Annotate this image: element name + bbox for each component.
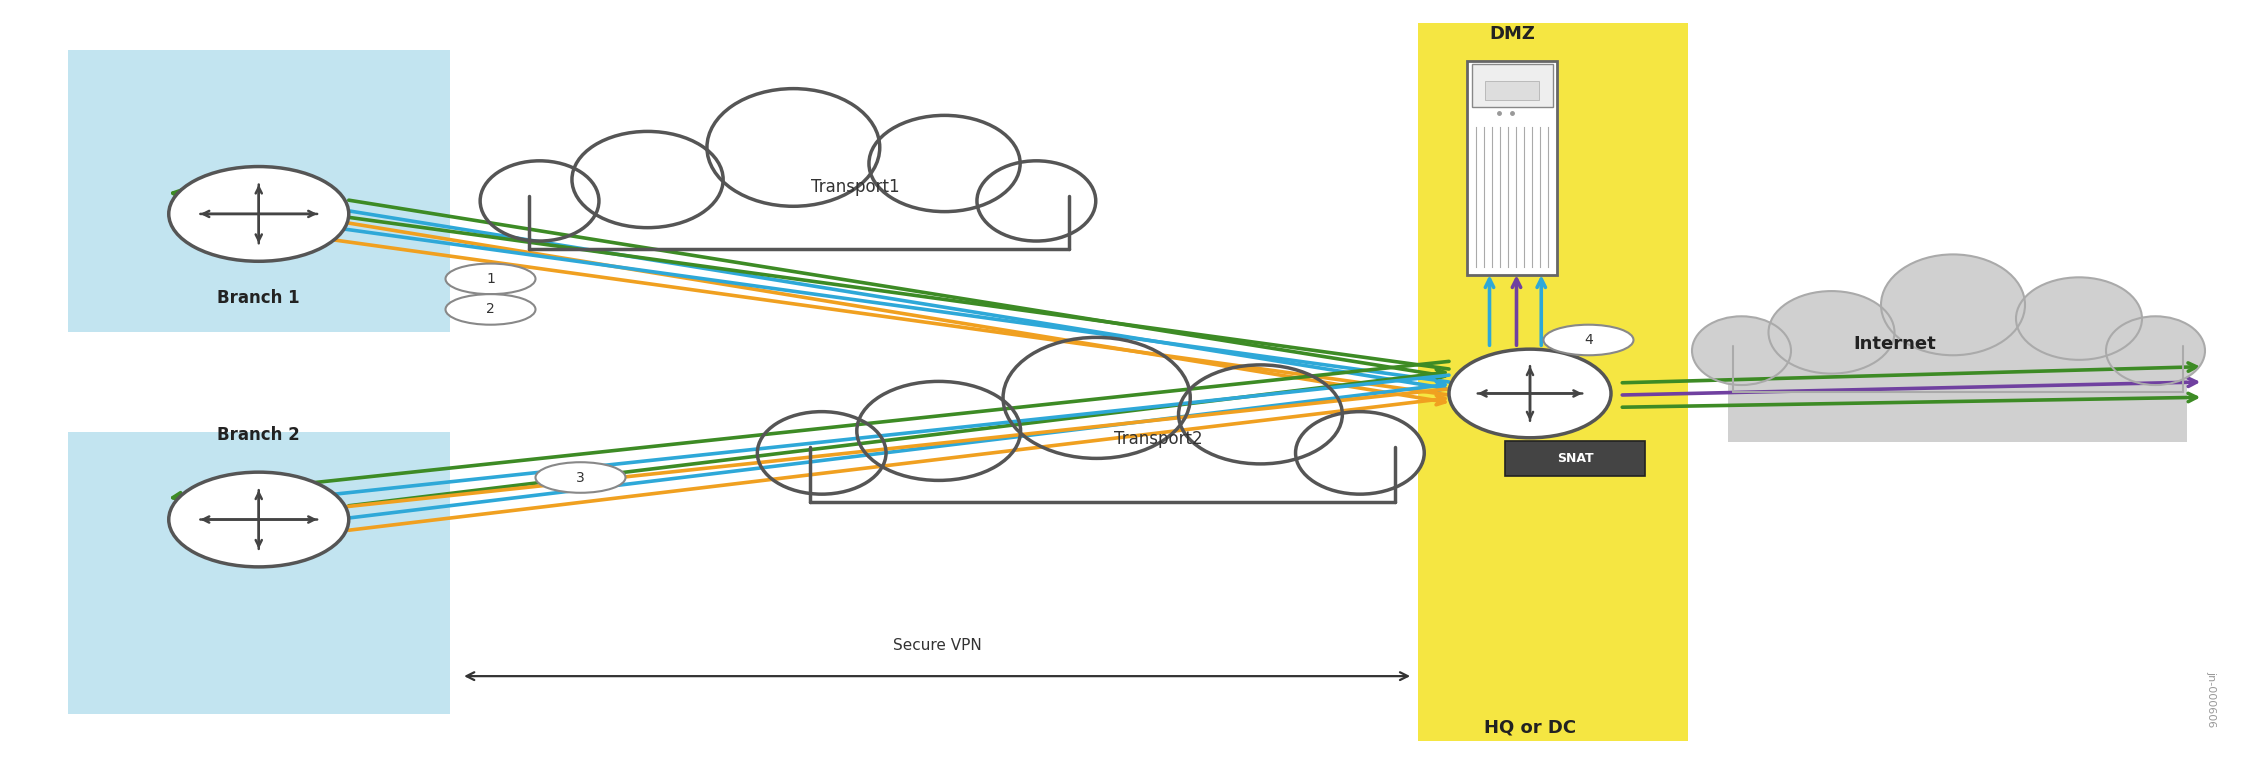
Bar [68, 432, 450, 714]
Ellipse shape [169, 472, 349, 567]
Bar [524, 222, 1073, 308]
Ellipse shape [706, 89, 880, 206]
Circle shape [536, 462, 626, 493]
Ellipse shape [479, 161, 598, 241]
Ellipse shape [976, 161, 1096, 241]
Ellipse shape [1004, 338, 1190, 458]
Ellipse shape [1449, 349, 1611, 438]
Ellipse shape [1881, 254, 2025, 355]
Ellipse shape [857, 381, 1022, 481]
Text: Secure VPN: Secure VPN [893, 638, 981, 653]
Ellipse shape [169, 167, 349, 261]
Bar [68, 50, 450, 332]
Bar [1485, 81, 1539, 100]
Text: Internet: Internet [1854, 335, 1935, 353]
Text: Transport1: Transport1 [810, 178, 900, 196]
Ellipse shape [855, 409, 1350, 552]
Bar [1472, 64, 1552, 107]
Text: HQ or DC: HQ or DC [1485, 718, 1575, 736]
Ellipse shape [2106, 316, 2205, 385]
Circle shape [1544, 325, 1634, 355]
Text: SNAT: SNAT [1557, 452, 1593, 465]
Ellipse shape [569, 158, 1028, 297]
Ellipse shape [572, 131, 722, 228]
Ellipse shape [1768, 291, 1894, 374]
Circle shape [446, 264, 536, 294]
Text: DMZ: DMZ [1490, 25, 1534, 44]
Text: 3: 3 [576, 471, 585, 484]
Text: jn-000606: jn-000606 [2207, 671, 2216, 727]
Ellipse shape [1296, 412, 1424, 494]
Text: Branch 2: Branch 2 [218, 426, 299, 445]
Circle shape [446, 294, 536, 325]
Ellipse shape [2016, 277, 2142, 360]
Bar [1467, 61, 1557, 275]
Bar [1728, 369, 2187, 442]
Ellipse shape [1692, 316, 1791, 385]
Ellipse shape [758, 412, 886, 494]
Text: 1: 1 [486, 272, 495, 286]
Bar [803, 475, 1402, 563]
Ellipse shape [1766, 314, 2149, 433]
Ellipse shape [1179, 365, 1343, 464]
Text: Transport2: Transport2 [1114, 430, 1204, 448]
Text: 4: 4 [1584, 333, 1593, 347]
Bar [1418, 23, 1688, 741]
Text: Branch 1: Branch 1 [218, 289, 299, 307]
FancyBboxPatch shape [1505, 441, 1645, 476]
Text: 2: 2 [486, 303, 495, 316]
Ellipse shape [868, 115, 1019, 212]
